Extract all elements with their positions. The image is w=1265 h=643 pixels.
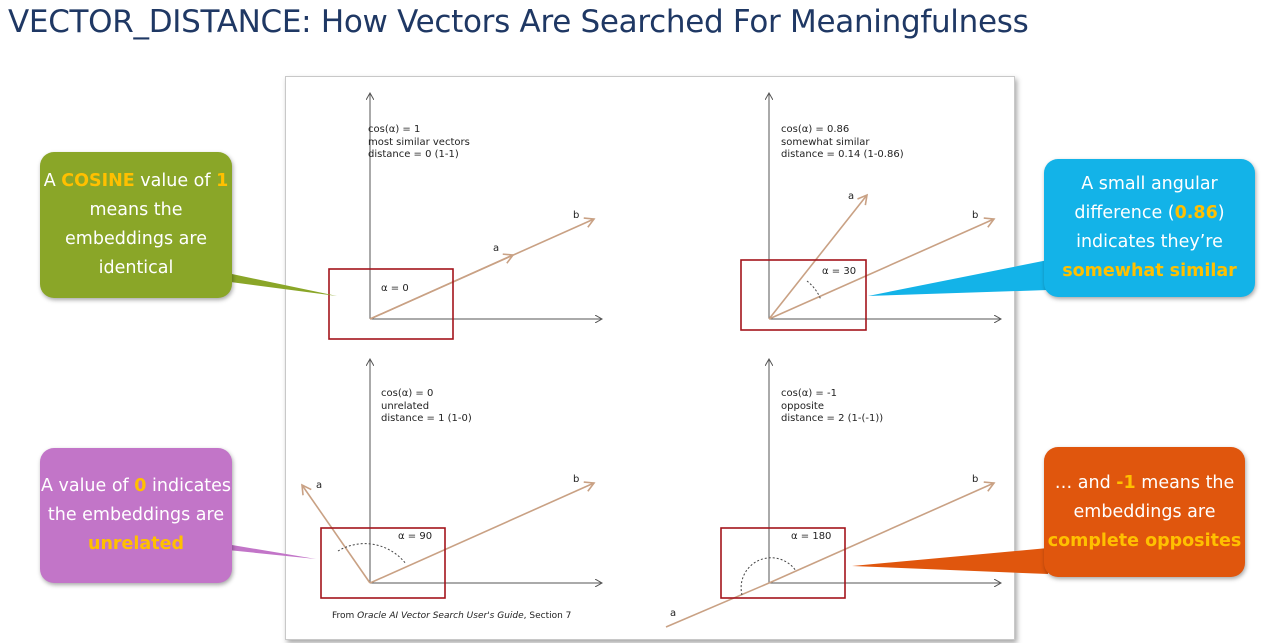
q2-desc: somewhat similar — [781, 136, 870, 148]
q3-caption: cos(α) = 0 unrelated distance = 1 (1-0) — [381, 388, 472, 426]
q1-highlight-box — [328, 268, 454, 340]
q3-distance: distance = 1 (1-0) — [381, 413, 472, 424]
q3-cos: cos(α) = 0 — [381, 388, 434, 399]
q3-vector-a-label: a — [316, 480, 323, 491]
q2-vector-b — [768, 217, 996, 320]
q4-vector-b-label: b — [972, 474, 979, 485]
q4-cos: cos(α) = -1 — [781, 388, 837, 399]
unrelated-callout: A value of 0 indicates the embeddings ar… — [40, 448, 232, 583]
q3-desc: unrelated — [381, 400, 430, 412]
q3-vector-b-label: b — [573, 474, 580, 485]
q2-highlight-box — [740, 259, 867, 331]
q1-vector-a-label: a — [493, 243, 500, 254]
q3-highlight-box — [320, 527, 446, 599]
q4-highlight-box — [720, 527, 846, 599]
q2-angle-arc — [806, 280, 822, 301]
q2-caption: cos(α) = 0.86 somewhat similar distance … — [781, 124, 904, 162]
q2-cos: cos(α) = 0.86 — [781, 124, 850, 135]
q4-vector-a — [665, 582, 770, 628]
q1-desc: most similar vectors — [368, 136, 470, 148]
q2-vector-a — [768, 193, 869, 320]
q3-vector-b — [369, 481, 596, 584]
q2-distance: distance = 0.14 (1-0.86) — [781, 149, 904, 160]
cosine-identical-callout: A COSINE value of 1 means the embeddings… — [40, 152, 232, 298]
q4-distance: distance = 2 (1-(-1)) — [781, 413, 884, 424]
diagram-figure: cos(α) = 1 most similar vectors distance… — [285, 76, 1015, 640]
page-title: VECTOR_DISTANCE: How Vectors Are Searche… — [8, 4, 1029, 40]
q1-alpha-label: α = 0 — [381, 283, 409, 294]
q4-desc: opposite — [781, 400, 824, 412]
q2-vector-b-label: b — [972, 210, 979, 221]
q1-caption: cos(α) = 1 most similar vectors distance… — [368, 124, 470, 162]
q4-angle-arc — [740, 557, 797, 596]
q3-alpha-label: α = 90 — [398, 531, 433, 542]
q1-vector-b-label: b — [573, 210, 580, 221]
q4-vector-a-label: a — [670, 608, 677, 619]
vector-diagram — [301, 77, 1014, 628]
opposites-callout: … and -1 means the embeddings are comple… — [1044, 447, 1245, 577]
somewhat-similar-callout: A small angular difference (0.86) indica… — [1044, 159, 1255, 297]
q1-cos: cos(α) = 1 — [368, 124, 421, 135]
q4-alpha-label: α = 180 — [791, 531, 832, 542]
q2-vector-a-label: a — [848, 191, 855, 202]
q3-vector-a — [301, 483, 371, 584]
q4-vector-b — [768, 481, 996, 584]
q2-alpha-label: α = 30 — [822, 266, 857, 277]
q1-distance: distance = 0 (1-1) — [368, 149, 459, 160]
q3-angle-arc — [337, 543, 407, 565]
source-citation: From Oracle AI Vector Search User's Guid… — [332, 611, 572, 621]
q1-vector-a — [369, 253, 515, 320]
q4-caption: cos(α) = -1 opposite distance = 2 (1-(-1… — [781, 388, 883, 426]
